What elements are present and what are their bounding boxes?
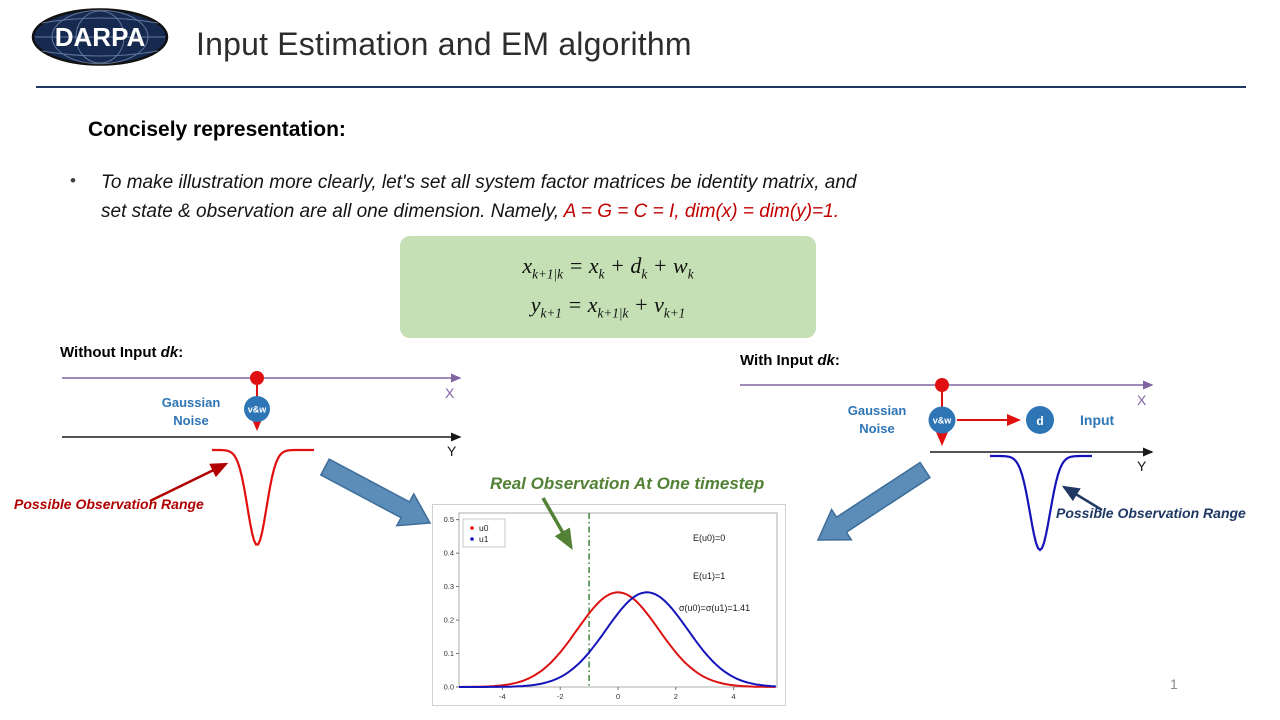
- page-title: Input Estimation and EM algorithm: [196, 26, 692, 62]
- left-x-axis-label: X: [445, 385, 455, 401]
- right-diagram-title: With Input dk:: [740, 352, 840, 369]
- page-number: 1: [1170, 676, 1178, 692]
- right-vw-node-label: v&w: [933, 416, 953, 426]
- darpa-logo: DARPA: [30, 8, 170, 66]
- bullet-line-2: set state & observation are all one dime…: [101, 201, 564, 223]
- svg-text:0.4: 0.4: [444, 549, 454, 558]
- section-heading: Concisely representation:: [88, 118, 346, 141]
- svg-text:2: 2: [674, 692, 678, 701]
- left-vw-node-label: v&w: [248, 405, 268, 415]
- left-diagram-title: Without Input dk:: [60, 344, 183, 361]
- right-x-axis-label: X: [1137, 392, 1147, 408]
- bullet-line-2-highlight: A = G = C = I, dim(x) = dim(y)=1.: [563, 201, 839, 223]
- left-state-dot: [250, 371, 264, 385]
- right-noise-line2: Noise: [859, 420, 895, 436]
- bullet-line-1: To make illustration more clearly, let's…: [101, 172, 857, 193]
- svg-text:0.3: 0.3: [444, 582, 454, 591]
- left-vw-node: [244, 396, 270, 422]
- header-divider: [36, 86, 1246, 88]
- left-y-axis-label: Y: [447, 443, 457, 459]
- svg-text:u0: u0: [479, 523, 489, 533]
- left-gaussian-noise-label: Gaussian Noise: [153, 394, 229, 429]
- right-diagram-title-prefix: With Input: [740, 352, 814, 369]
- left-diagram-title-prefix: Without Input: [60, 344, 157, 361]
- svg-text:E(u1)=1: E(u1)=1: [693, 571, 725, 581]
- left-noise-line1: Gaussian: [161, 395, 221, 410]
- right-diagram-title-suffix: :: [834, 352, 840, 369]
- right-gaussian-noise-label: Gaussian Noise: [839, 402, 915, 437]
- svg-text:u1: u1: [479, 534, 489, 544]
- svg-text:-2: -2: [557, 692, 564, 701]
- svg-text:0.1: 0.1: [444, 649, 454, 658]
- left-observation-curve: [212, 448, 314, 546]
- d-node: [1026, 406, 1054, 434]
- right-noise-line1: Gaussian: [847, 403, 907, 418]
- svg-text:4: 4: [732, 692, 736, 701]
- right-big-arrow: [816, 461, 931, 541]
- observation-chart: -4 -2 0 2 4 0.0 0.1 0.2 0.3 0.4 0.5 u0 u1 E(u0)=0 E(u1…: [432, 504, 786, 706]
- left-big-arrow: [319, 458, 432, 527]
- chart-caption: Real Observation At One timestep: [490, 474, 765, 493]
- equation-1: xk+1|k = xk + dk + wk: [522, 253, 694, 282]
- svg-text:-4: -4: [499, 692, 506, 701]
- bullet-marker: •: [70, 171, 76, 190]
- darpa-logo-text: DARPA: [55, 22, 146, 52]
- svg-text:0: 0: [616, 692, 620, 701]
- left-noise-line2: Noise: [173, 412, 209, 428]
- svg-text:E(u0)=0: E(u0)=0: [693, 533, 725, 543]
- right-diagram-title-var: dk: [817, 352, 835, 369]
- d-node-label: d: [1036, 414, 1043, 428]
- darpa-logo-graphic: DARPA: [31, 8, 169, 66]
- right-y-axis-label: Y: [1137, 458, 1147, 474]
- right-observation-curve: [990, 454, 1092, 552]
- equation-2: yk+1 = xk+1|k + vk+1: [530, 291, 686, 320]
- input-label: Input: [1080, 412, 1115, 428]
- left-diagram-title-suffix: :: [178, 344, 184, 361]
- left-observation-range-label: Possible Observation Range: [14, 496, 204, 512]
- svg-text:σ(u0)=σ(u1)=1.41: σ(u0)=σ(u1)=1.41: [679, 603, 750, 613]
- svg-text:0.5: 0.5: [444, 515, 454, 524]
- equation-box: xk+1|k = xk + dk + wk yk+1 = xk+1|k + vk…: [400, 236, 816, 338]
- right-observation-range-label: Possible Observation Range: [1056, 505, 1246, 521]
- svg-text:0.0: 0.0: [444, 683, 454, 692]
- right-state-dot: [935, 378, 949, 392]
- left-diagram-title-var: dk: [160, 344, 179, 361]
- svg-text:0.2: 0.2: [444, 616, 454, 625]
- bullet-text: To make illustration more clearly, let's…: [101, 168, 1111, 227]
- right-vw-node: [928, 406, 956, 434]
